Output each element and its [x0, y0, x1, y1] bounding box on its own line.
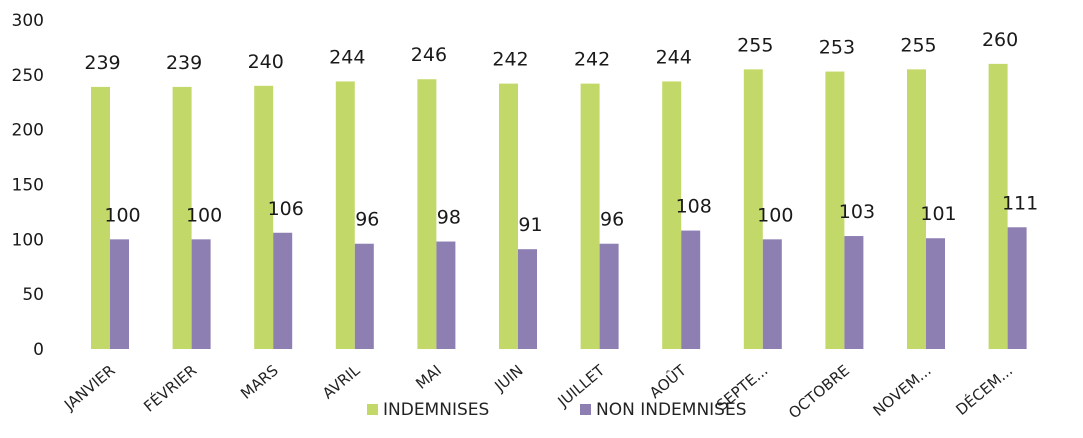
x-category-label: AVRIL	[319, 361, 364, 403]
legend-swatch	[580, 404, 591, 415]
data-label-non-indemnises: 96	[355, 209, 379, 231]
bar-non-indemnises	[273, 232, 293, 349]
data-label-indemnises: 242	[574, 49, 610, 71]
data-label-indemnises: 239	[166, 52, 202, 74]
data-label-non-indemnises: 100	[104, 204, 140, 226]
data-label-non-indemnises: 111	[1002, 192, 1038, 214]
bar-indemnises	[91, 86, 110, 349]
data-label-non-indemnises: 100	[757, 204, 793, 226]
data-label-indemnises: 239	[84, 52, 120, 74]
x-category-label: FÉVRIER	[140, 361, 201, 416]
legend-label: INDEMNISES	[383, 400, 489, 420]
y-tick-label: 0	[33, 340, 44, 360]
bar-indemnises	[662, 81, 682, 349]
bar-non-indemnises	[518, 249, 537, 349]
data-labels: 239 100 239 100 240 106 244 96 246 98 242 91 242 96 24…	[84, 29, 1038, 236]
bar-non-indemnises	[599, 243, 619, 349]
legend-label: NON INDEMNISES	[596, 400, 747, 420]
bar-indemnises	[499, 83, 518, 350]
data-label-non-indemnises: 96	[600, 209, 624, 231]
data-label-indemnises: 260	[982, 29, 1018, 51]
y-tick-label: 50	[22, 285, 44, 305]
bar-indemnises	[743, 69, 763, 349]
data-label-indemnises: 246	[411, 44, 447, 66]
data-label-indemnises: 244	[329, 46, 365, 68]
y-tick-label: 250	[12, 66, 44, 86]
y-tick-label: 300	[12, 11, 44, 31]
bars	[91, 63, 1027, 350]
bar-indemnises	[825, 71, 845, 349]
legend: INDEMNISES NON INDEMNISES	[367, 400, 747, 420]
data-label-indemnises: 240	[248, 51, 284, 73]
legend-swatch	[367, 404, 378, 415]
data-label-indemnises: 242	[492, 49, 528, 71]
bar-indemnises	[254, 85, 274, 350]
bar-indemnises	[335, 81, 355, 349]
bar-indemnises	[988, 63, 1008, 349]
bar-non-indemnises	[1007, 227, 1027, 349]
x-axis: JANVIER FÉVRIER MARS AVRIL MAI JUIN JUILLET AOÛ…	[60, 360, 1016, 422]
bar-non-indemnises	[436, 241, 456, 349]
data-label-indemnises: 244	[656, 46, 692, 68]
data-label-non-indemnises: 101	[920, 203, 956, 225]
bar-non-indemnises	[844, 236, 864, 349]
x-category-label: NOVEM...	[870, 361, 935, 420]
x-category-label: JANVIER	[60, 361, 118, 414]
data-label-non-indemnises: 91	[518, 214, 542, 236]
bar-indemnises	[580, 83, 600, 350]
bar-indemnises	[417, 79, 437, 349]
data-label-non-indemnises: 100	[186, 204, 222, 226]
y-tick-label: 100	[12, 230, 44, 250]
data-label-non-indemnises: 103	[839, 201, 875, 223]
x-category-label: MAI	[412, 361, 445, 393]
data-label-indemnises: 255	[737, 34, 773, 56]
y-tick-label: 150	[12, 176, 44, 196]
data-label-non-indemnises: 108	[676, 196, 712, 218]
bar-non-indemnises	[681, 230, 701, 349]
x-category-label: DÉCEM...	[952, 361, 1016, 419]
x-category-label: AOÛT	[645, 360, 690, 402]
bar-non-indemnises	[762, 239, 782, 349]
bar-non-indemnises	[926, 238, 945, 349]
bar-indemnises	[907, 69, 926, 349]
x-category-label: OCTOBRE	[785, 361, 853, 422]
data-label-indemnises: 253	[819, 37, 855, 59]
data-label-indemnises: 255	[900, 34, 936, 56]
bar-non-indemnises	[191, 239, 211, 349]
bar-non-indemnises	[354, 243, 374, 349]
data-label-non-indemnises: 106	[268, 198, 304, 220]
y-axis: 0 50 100 150 200 250 300	[12, 11, 44, 360]
bar-indemnises	[172, 86, 192, 349]
bar-non-indemnises	[110, 239, 129, 349]
x-category-label: MARS	[237, 361, 282, 403]
data-label-non-indemnises: 98	[437, 207, 461, 229]
x-category-label: JUIN	[490, 361, 526, 395]
y-tick-label: 200	[12, 121, 44, 141]
